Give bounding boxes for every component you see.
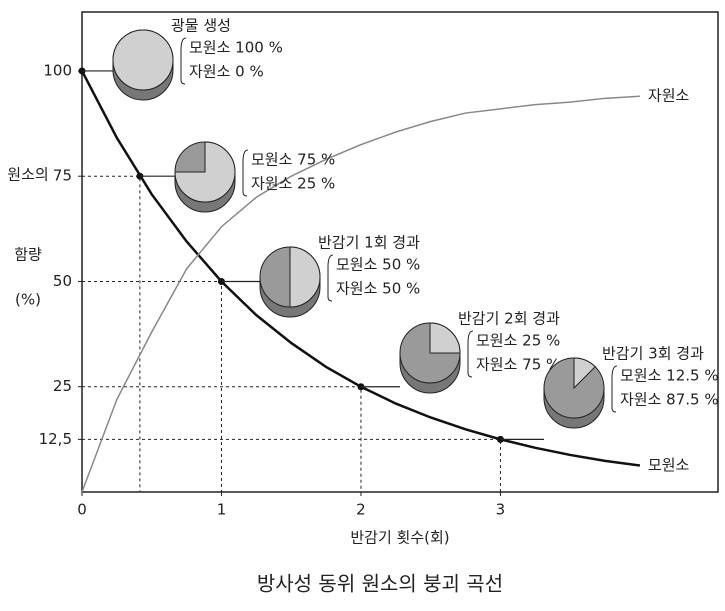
y-tick-label: 50 (53, 272, 72, 290)
brace (242, 149, 249, 197)
chart-title: 방사성 동위 원소의 붕괴 곡선 (257, 572, 503, 596)
brace (467, 330, 474, 378)
brace (327, 254, 334, 302)
pie-label: 모원소 75 % (251, 151, 335, 169)
y-tick-label: 100 (43, 61, 72, 79)
pie-parent (429, 322, 461, 354)
x-tick-label: 2 (356, 501, 366, 519)
pie-title: 반감기 2회 경과 (458, 310, 560, 328)
x-tick-label: 0 (77, 501, 87, 519)
pie-parent (112, 29, 174, 91)
x-axis-label: 반감기 횟수(회) (350, 529, 449, 547)
x-tick-label: 3 (496, 501, 506, 519)
brace (611, 365, 618, 413)
guide-line (82, 175, 141, 492)
pie-parent (573, 357, 596, 390)
series-label: 자원소 (648, 87, 690, 105)
guide-line (82, 438, 501, 492)
y-axis-label: 원소의 (7, 166, 48, 184)
y-axis-label: 함량 (14, 246, 42, 264)
y-tick-label: 25 (53, 377, 72, 395)
pie-title: 광물 생성 (171, 17, 231, 35)
pie-parent (174, 141, 236, 203)
pie-label: 모원소 100 % (189, 39, 283, 57)
pie-label: 자원소 75 % (476, 356, 560, 374)
plot-frame (81, 11, 719, 493)
pie-label: 모원소 12.5 % (620, 367, 719, 385)
series-label: 모원소 (648, 456, 690, 474)
brace (180, 37, 187, 85)
pie-parent (289, 246, 321, 308)
y-tick-label: 12,5 (39, 430, 72, 448)
pie-title: 반감기 3회 경과 (602, 345, 704, 363)
pie-label: 모원소 25 % (476, 332, 560, 350)
y-tick-label: 75 (53, 167, 72, 185)
pie-title: 반감기 1회 경과 (318, 234, 420, 252)
pie-label: 자원소 25 % (251, 175, 335, 193)
pie-label: 모원소 50 % (336, 256, 420, 274)
x-tick-label: 1 (217, 501, 227, 519)
pie-label: 자원소 87.5 % (620, 391, 719, 409)
series-line (81, 95, 640, 493)
pie-label: 자원소 50 % (336, 280, 420, 298)
pie-label: 자원소 0 % (189, 63, 264, 81)
y-axis-label: (%) (15, 291, 41, 309)
